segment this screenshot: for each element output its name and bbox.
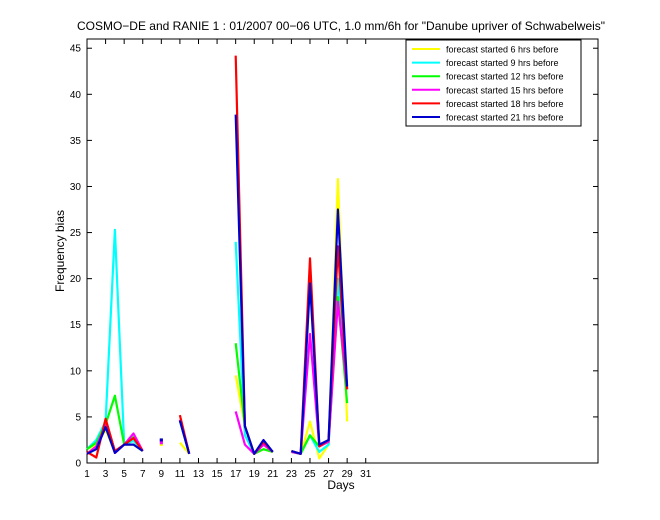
legend-label: forecast started 15 hrs before bbox=[446, 85, 564, 95]
series-point bbox=[159, 438, 163, 442]
y-tick-label: 40 bbox=[70, 90, 82, 101]
y-tick-label: 20 bbox=[70, 274, 82, 285]
series-point bbox=[159, 443, 163, 447]
axis-ticks: 1 3 5 7 9 11 13 15 17 19 21 23 25 27 29 310510152025303… bbox=[70, 39, 598, 480]
x-tick-label: 7 bbox=[140, 469, 146, 480]
x-tick-label: 25 bbox=[304, 469, 316, 480]
x-tick-label: 21 bbox=[267, 469, 279, 480]
series-point bbox=[159, 441, 163, 445]
x-tick-label: 9 bbox=[159, 469, 165, 480]
x-tick-label: 11 bbox=[175, 469, 186, 480]
series-line bbox=[234, 114, 274, 455]
x-tick-label: 3 bbox=[103, 469, 109, 480]
x-tick-label: 27 bbox=[323, 469, 335, 480]
x-tick-label: 29 bbox=[342, 469, 354, 480]
x-tick-label: 19 bbox=[249, 469, 261, 480]
y-tick-label: 5 bbox=[75, 412, 81, 423]
y-axis-label: Frequency bias bbox=[53, 210, 67, 292]
legend-label: forecast started 6 hrs before bbox=[446, 45, 559, 55]
series-line bbox=[178, 420, 191, 455]
series-6 bbox=[86, 114, 349, 455]
x-tick-label: 17 bbox=[230, 469, 242, 480]
y-tick-label: 10 bbox=[70, 366, 82, 377]
legend-label: forecast started 9 hrs before bbox=[446, 58, 559, 68]
legend-box bbox=[405, 39, 582, 127]
legend-label: forecast started 21 hrs before bbox=[446, 113, 564, 123]
y-tick-label: 15 bbox=[70, 320, 82, 331]
series-line bbox=[291, 208, 349, 455]
x-tick-label: 23 bbox=[286, 469, 298, 480]
legend-label: forecast started 12 hrs before bbox=[446, 72, 564, 82]
x-tick-label: 1 bbox=[84, 469, 90, 480]
y-tick-label: 35 bbox=[70, 136, 82, 147]
x-axis-label: Days bbox=[327, 478, 354, 492]
y-tick-label: 30 bbox=[70, 182, 82, 193]
series-line bbox=[86, 426, 144, 455]
series-line bbox=[86, 228, 144, 452]
legend: forecast started 6 hrs before forecast st… bbox=[405, 39, 582, 127]
x-tick-label: 31 bbox=[360, 469, 372, 480]
x-tick-label: 13 bbox=[193, 469, 205, 480]
x-tick-label: 15 bbox=[212, 469, 224, 480]
x-tick-label: 5 bbox=[121, 469, 127, 480]
legend-label: forecast started 18 hrs before bbox=[446, 99, 564, 109]
y-tick-label: 0 bbox=[75, 459, 81, 470]
y-tick-label: 45 bbox=[70, 44, 82, 55]
chart-title: COSMO−DE and RANIE 1 : 01/2007 00−06 UTC… bbox=[77, 19, 605, 33]
series-group bbox=[86, 55, 349, 460]
y-tick-label: 25 bbox=[70, 228, 82, 239]
